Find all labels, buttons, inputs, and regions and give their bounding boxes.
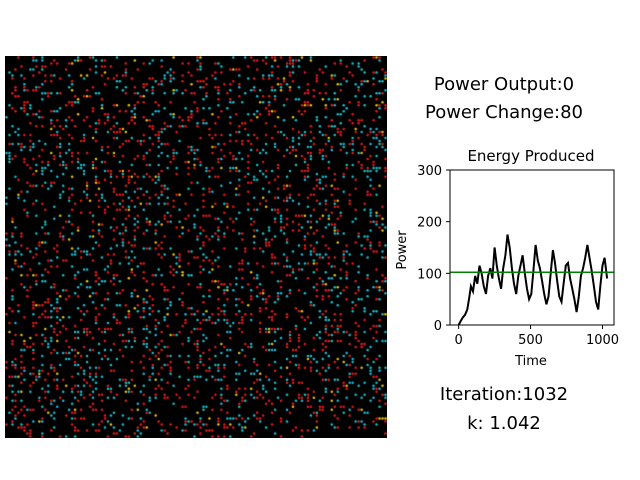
x-axis-label: Time — [514, 354, 547, 369]
power-output-label: Power Output:0 — [433, 74, 575, 95]
y-tick-label: 0 — [434, 319, 442, 334]
power-series-line — [457, 234, 609, 325]
y-tick-label: 300 — [417, 164, 442, 179]
k-value-label: k: 1.042 — [467, 413, 541, 434]
power-change-label: Power Change:80 — [424, 102, 584, 123]
y-tick-label: 100 — [417, 267, 442, 282]
iteration-label: Iteration:1032 — [439, 384, 569, 405]
y-tick-label: 200 — [417, 216, 442, 231]
x-tick-label: 500 — [518, 333, 543, 348]
x-tick-label: 1000 — [586, 333, 619, 348]
plot-area — [450, 234, 614, 325]
chart-axes: 0 500 1000 0 100 200 300 — [417, 164, 619, 348]
plot-frame — [449, 169, 615, 326]
y-axis-label: Power — [395, 230, 410, 270]
chart-title: Energy Produced — [467, 147, 594, 165]
simulation-grid — [5, 56, 387, 438]
x-tick-label: 0 — [454, 333, 462, 348]
